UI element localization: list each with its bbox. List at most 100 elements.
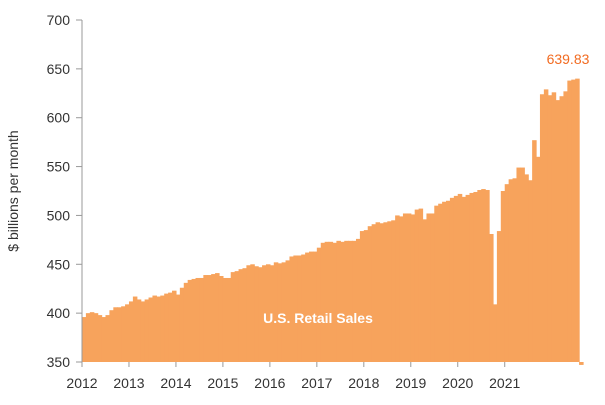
bar <box>121 306 126 362</box>
bar <box>203 275 208 362</box>
bar <box>97 315 103 362</box>
bar <box>316 247 322 362</box>
y-tick-label: 600 <box>47 110 71 126</box>
bar <box>575 78 580 362</box>
x-tick-label: 2021 <box>489 375 520 391</box>
bar <box>273 262 279 362</box>
bar <box>457 193 463 362</box>
bar <box>265 264 271 362</box>
bar <box>571 79 576 363</box>
bar <box>352 240 357 362</box>
x-tick-label: 2020 <box>442 375 473 391</box>
x-tick-label: 2016 <box>254 375 285 391</box>
bar <box>387 221 392 362</box>
y-tick-label: 700 <box>47 12 71 28</box>
bar <box>168 292 173 362</box>
bar <box>492 304 498 362</box>
bar <box>477 190 482 362</box>
x-tick-label: 2014 <box>160 375 191 391</box>
bar <box>246 265 251 362</box>
bar <box>399 216 404 362</box>
bars-group <box>82 78 584 365</box>
bar <box>285 260 291 362</box>
bar <box>82 317 87 362</box>
bar <box>281 262 287 362</box>
bar <box>277 263 283 362</box>
bar <box>85 313 91 362</box>
bar <box>461 196 467 362</box>
bar <box>117 307 122 362</box>
bar <box>109 310 114 362</box>
bar <box>395 215 400 362</box>
bar <box>555 100 561 362</box>
bar <box>532 140 537 362</box>
bar <box>172 290 177 362</box>
bar <box>195 277 201 362</box>
bar <box>164 293 169 362</box>
bar <box>140 301 146 362</box>
bar <box>473 191 478 362</box>
bar <box>500 191 506 362</box>
y-axis-title: $ billions per month <box>5 130 21 251</box>
bar <box>238 269 244 362</box>
bar <box>215 273 220 362</box>
x-tick-label: 2018 <box>348 375 379 391</box>
bar <box>89 312 95 362</box>
y-tick-label: 650 <box>47 61 71 77</box>
bar <box>297 255 302 362</box>
bar <box>199 277 204 362</box>
bar <box>355 238 361 362</box>
series-label: U.S. Retail Sales <box>263 310 373 326</box>
x-axis-ticks: 2012 2013 2014 2015 2016 2017 2018 2019 2020 2021 <box>66 362 520 391</box>
x-tick-label: 2015 <box>207 375 238 391</box>
y-axis-ticks: 350 400 450 500 550 600 650 700 <box>47 12 82 370</box>
bar <box>222 277 228 362</box>
bar <box>524 174 529 362</box>
bar <box>434 205 439 362</box>
bar <box>269 265 275 362</box>
bar <box>125 304 130 362</box>
bar <box>559 96 565 362</box>
bar <box>148 297 154 362</box>
bar <box>383 222 388 362</box>
bar <box>191 278 197 362</box>
bar <box>512 178 518 362</box>
bar <box>175 294 181 362</box>
bar <box>113 307 118 362</box>
bar <box>442 201 447 362</box>
bar <box>132 296 138 362</box>
bar <box>391 220 396 362</box>
y-tick-label: 350 <box>47 354 71 370</box>
bar <box>363 230 369 362</box>
bar <box>449 197 455 362</box>
bar <box>504 184 510 362</box>
bar <box>359 231 365 362</box>
bar <box>426 213 431 362</box>
bar <box>547 95 553 363</box>
bar <box>289 256 294 362</box>
bar <box>230 272 236 362</box>
bar <box>305 252 310 362</box>
bar <box>254 266 259 362</box>
bar <box>179 287 185 362</box>
bar <box>128 301 134 362</box>
y-tick-label: 550 <box>47 159 71 175</box>
bar <box>340 241 345 362</box>
bar <box>101 317 107 362</box>
x-tick-label: 2013 <box>113 375 144 391</box>
bar <box>481 189 486 362</box>
bar <box>446 200 451 362</box>
bar <box>430 213 435 362</box>
bar <box>242 268 247 362</box>
bar <box>309 251 314 362</box>
bar <box>485 190 490 362</box>
bar <box>328 241 334 362</box>
bar <box>105 315 110 362</box>
bar <box>438 203 443 362</box>
bar <box>211 274 216 362</box>
bar <box>579 362 584 365</box>
y-tick-label: 400 <box>47 305 71 321</box>
bar <box>218 276 224 362</box>
bar <box>160 295 165 362</box>
